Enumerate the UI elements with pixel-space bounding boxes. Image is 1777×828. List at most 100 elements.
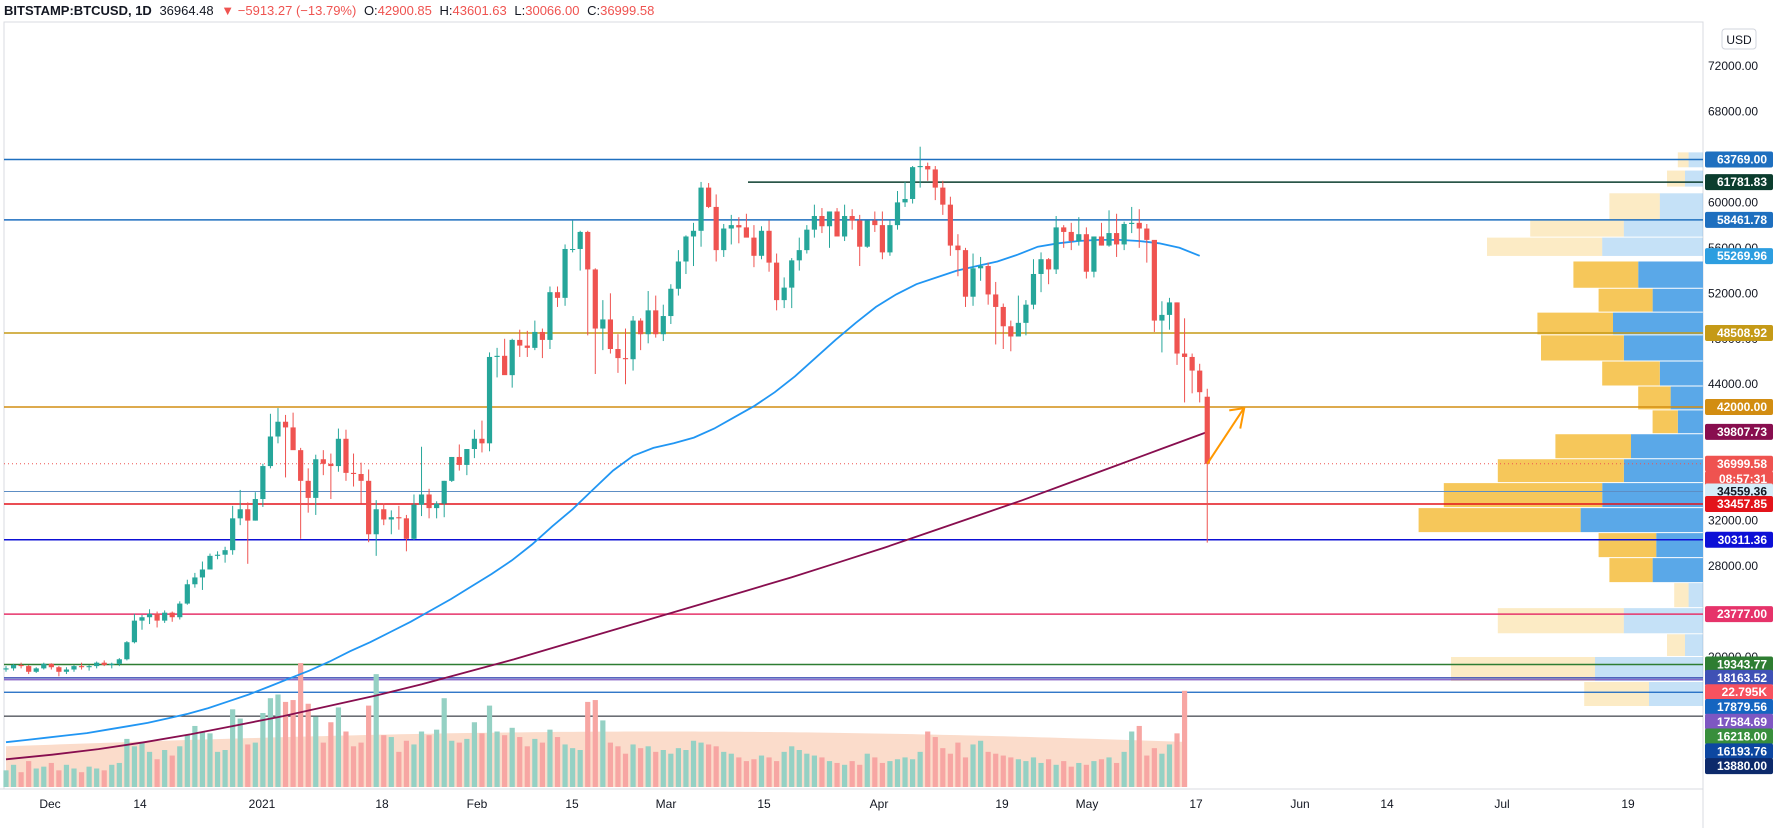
- volume-bar: [230, 709, 236, 787]
- candle-body: [1181, 353, 1188, 357]
- currency-button-frame: [1721, 28, 1757, 50]
- price-tag-background: [1705, 471, 1773, 488]
- candle-body: [932, 169, 938, 188]
- candle-body: [509, 339, 515, 376]
- candle-body: [857, 220, 863, 247]
- volume-bar: [600, 720, 606, 787]
- sma-200-line: [5, 431, 1208, 761]
- candle-body: [910, 167, 916, 199]
- price-level-tag: 48508.92: [1705, 324, 1773, 341]
- volume-bar: [910, 759, 916, 787]
- volume-bar: [683, 750, 689, 787]
- volume-bar: [887, 761, 893, 787]
- volume-bar: [1098, 759, 1105, 787]
- volume-bar: [638, 748, 644, 787]
- volume-bar: [18, 772, 24, 787]
- volume-profile-down-bar: [1530, 220, 1624, 237]
- candle-body: [494, 355, 500, 357]
- price-tick-label: 44000.00: [1708, 377, 1758, 391]
- volume-bar: [26, 761, 32, 787]
- price-tick-label: 32000.00: [1708, 514, 1758, 528]
- candle-body: [313, 459, 319, 498]
- volume-profile-up-bar: [1623, 459, 1703, 483]
- candle-body: [199, 569, 206, 578]
- volume-bar: [706, 744, 712, 787]
- candle-body: [41, 663, 47, 669]
- volume-bar: [1121, 751, 1127, 787]
- candle-body: [479, 438, 485, 444]
- volume-bar: [494, 731, 500, 787]
- volume-bar: [192, 725, 198, 787]
- volume-bar: [721, 751, 727, 787]
- price-level-tag: 42000.00: [1705, 398, 1773, 415]
- symbol-title[interactable]: BITSTAMP:BTCUSD, 1D: [4, 3, 152, 18]
- volume-profile-up-bar: [1602, 483, 1703, 508]
- time-tick-label: 19: [995, 797, 1009, 811]
- volume-bar: [502, 735, 508, 787]
- candle-body: [343, 438, 349, 473]
- price-tag-background: [1705, 606, 1773, 623]
- price-tick-label: 52000.00: [1708, 286, 1758, 300]
- volume-profile-up-bar: [1613, 312, 1703, 335]
- volume-bar: [932, 737, 938, 787]
- candle-body: [320, 459, 326, 464]
- price-tick-label: 28000.00: [1708, 559, 1758, 573]
- volume-bar: [758, 755, 765, 787]
- candle-body: [532, 331, 538, 348]
- time-tick-label: 14: [1380, 797, 1394, 811]
- candle-body: [18, 664, 24, 667]
- volume-bar: [456, 742, 462, 787]
- candle-body: [940, 187, 946, 205]
- volume-profile-down-bar: [1443, 483, 1603, 508]
- volume-bar: [131, 746, 138, 787]
- volume-profile-down-bar: [1638, 386, 1671, 410]
- volume-bar: [388, 737, 394, 787]
- candle-body: [577, 231, 583, 249]
- volume-profile-up-bar: [1659, 193, 1703, 220]
- candle-body: [977, 266, 984, 269]
- candle-body: [849, 216, 855, 221]
- candle-body: [48, 663, 54, 668]
- price-level-tag: 30311.36: [1705, 531, 1773, 548]
- volume-bar: [48, 762, 54, 787]
- volume-bar: [955, 742, 961, 787]
- volume-profile-up-bar: [1595, 657, 1703, 682]
- price-tag-label: 18163.52: [1717, 671, 1767, 685]
- volume-bar: [1030, 757, 1037, 787]
- volume-bar: [902, 757, 908, 787]
- candle-body: [1113, 233, 1120, 245]
- volume-bar: [479, 733, 485, 787]
- time-tick-label: 14: [133, 797, 147, 811]
- volume-bar: [71, 768, 77, 787]
- price-level-tag: 34559.36: [1705, 483, 1773, 500]
- candle-body: [1098, 236, 1105, 246]
- volume-profile-up-bar: [1623, 220, 1703, 237]
- currency-button-label: USD: [1726, 33, 1752, 47]
- price-level-tag: 16218.00: [1705, 728, 1773, 745]
- price-tag-label: 30311.36: [1718, 533, 1768, 547]
- price-tag-background: [1705, 656, 1773, 673]
- price-tag-label: 16193.76: [1717, 744, 1767, 758]
- volume-bar: [857, 764, 863, 787]
- currency-button[interactable]: USD: [1721, 28, 1757, 50]
- volume-bar: [328, 722, 334, 787]
- price-tag-background: [1705, 324, 1773, 341]
- volume-profile-up-bar: [1602, 237, 1703, 256]
- candle-body: [887, 225, 893, 253]
- price-tag-label: 13880.00: [1717, 759, 1767, 773]
- volume-profile-down-bar: [1487, 237, 1603, 256]
- price-tag-background: [1705, 248, 1773, 265]
- candle-body: [1023, 304, 1029, 323]
- candle-body: [758, 230, 765, 256]
- low-value: 30066.00: [525, 3, 580, 18]
- time-tick-label: 18: [375, 797, 389, 811]
- candle-body: [245, 509, 251, 521]
- candle-body: [1053, 227, 1059, 270]
- candle-body: [728, 225, 734, 229]
- candle-body: [33, 668, 39, 672]
- volume-bar: [313, 716, 319, 787]
- volume-bar: [690, 740, 697, 787]
- time-tick-label: Jul: [1494, 797, 1509, 811]
- volume-bar: [547, 729, 553, 787]
